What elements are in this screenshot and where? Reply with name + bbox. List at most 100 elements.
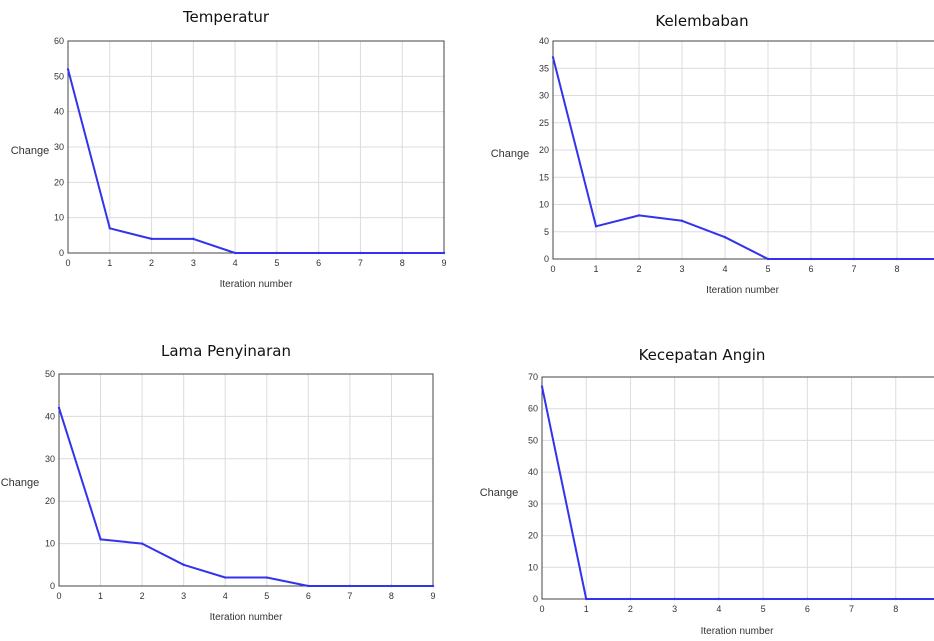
x-tick-label: 6 xyxy=(808,264,813,274)
x-tick-label: 5 xyxy=(765,264,770,274)
x-tick-label: 8 xyxy=(389,591,394,601)
y-tick-label: 40 xyxy=(539,36,549,46)
y-tick-label: 20 xyxy=(528,531,538,541)
y-tick-label: 0 xyxy=(59,248,64,258)
data-point xyxy=(629,597,632,601)
x-tick-label: 2 xyxy=(140,591,145,601)
x-tick-label: 1 xyxy=(593,264,598,274)
y-tick-label: 40 xyxy=(54,107,64,117)
data-point xyxy=(766,257,770,261)
x-tick-label: 3 xyxy=(679,264,684,274)
x-tick-label: 2 xyxy=(628,604,633,614)
x-tick-label: 8 xyxy=(894,264,899,274)
chart-plot: 0 10 20 30 40 50 0 1 2 3 4 5 6 7 8 9 Change Iteration num… xyxy=(1,369,436,623)
chart-temperatur: Temperatur 0 10 20 30 40 50 60 0 1 2 3 4 5 6 7 8 9 Change… xyxy=(0,0,452,310)
data-point xyxy=(673,597,676,601)
x-tick-label: 8 xyxy=(893,604,898,614)
chart-kecepatan-angin: Kecepatan Angin 0 10 20 30 40 50 60 70 0 1 2 3 4 5 6 7 8… xyxy=(470,330,934,641)
data-point xyxy=(852,257,856,261)
y-tick-label: 35 xyxy=(539,63,549,73)
data-point xyxy=(540,385,544,388)
y-axis-label: Change xyxy=(480,487,519,499)
data-point xyxy=(390,584,393,588)
x-tick-label: 1 xyxy=(107,258,112,268)
y-tick-label: 20 xyxy=(54,177,64,187)
data-point xyxy=(585,597,588,601)
data-point xyxy=(895,257,899,261)
data-point xyxy=(761,597,765,601)
x-tick-label: 0 xyxy=(56,591,61,601)
x-tick-label: 2 xyxy=(149,258,154,268)
y-tick-label: 30 xyxy=(54,142,64,152)
series-line xyxy=(67,69,444,254)
y-tick-label: 10 xyxy=(54,213,64,223)
chart-kelembaban: Kelembaban 05101520253035400123456789Cha… xyxy=(470,0,934,310)
x-axis-label: Iteration number xyxy=(220,279,293,290)
data-point xyxy=(850,597,853,601)
y-axis-label: Change xyxy=(1,477,40,489)
chart-lama-penyinaran: Lama Penyinaran 0 10 20 30 40 50 0 1 2 3 4 5 6 7 8 9 Cha… xyxy=(0,330,452,641)
x-axis-label: Iteration number xyxy=(701,626,774,637)
data-point xyxy=(680,219,684,223)
data-point xyxy=(233,251,237,255)
x-tick-label: 0 xyxy=(550,264,555,274)
x-tick-label: 1 xyxy=(98,591,103,601)
chart-title: Lama Penyinaran xyxy=(161,342,291,360)
x-tick-label: 5 xyxy=(761,604,766,614)
x-tick-label: 1 xyxy=(584,604,589,614)
series-line xyxy=(58,407,433,587)
y-axis-label: Change xyxy=(491,148,530,160)
chart-plot: 0102030405060700123456789ChangeIteration… xyxy=(480,372,934,637)
data-point xyxy=(431,584,435,588)
y-tick-label: 50 xyxy=(54,71,64,81)
x-tick-label: 0 xyxy=(65,258,70,268)
plot-frame xyxy=(541,376,934,600)
y-tick-label: 0 xyxy=(544,254,549,264)
chart-plot: 0 10 20 30 40 50 60 0 1 2 3 4 5 6 7 8 9 Change Iteration n… xyxy=(11,36,447,290)
data-point xyxy=(594,225,598,228)
data-point xyxy=(192,237,195,241)
x-tick-label: 9 xyxy=(430,591,435,601)
x-tick-label: 6 xyxy=(805,604,810,614)
y-tick-label: 60 xyxy=(54,36,64,46)
data-point xyxy=(551,56,555,59)
data-point xyxy=(348,584,352,588)
x-tick-label: 6 xyxy=(306,591,311,601)
data-point xyxy=(359,251,362,255)
data-point xyxy=(723,236,727,239)
x-tick-label: 7 xyxy=(849,604,854,614)
data-point xyxy=(317,251,320,255)
y-tick-label: 10 xyxy=(539,200,549,210)
x-tick-label: 0 xyxy=(539,604,544,614)
x-tick-label: 3 xyxy=(191,258,196,268)
data-point xyxy=(140,542,144,545)
y-tick-label: 30 xyxy=(45,454,55,464)
series-line xyxy=(541,386,934,600)
y-tick-label: 10 xyxy=(528,562,538,572)
data-point xyxy=(99,538,102,541)
x-tick-label: 4 xyxy=(233,258,238,268)
x-tick-label: 3 xyxy=(672,604,677,614)
x-tick-label: 8 xyxy=(400,258,405,268)
data-point xyxy=(275,251,279,255)
data-point xyxy=(108,227,111,230)
y-tick-label: 50 xyxy=(528,435,538,445)
x-axis-label: Iteration number xyxy=(210,612,283,623)
y-tick-label: 0 xyxy=(533,594,538,604)
data-point xyxy=(265,576,268,579)
x-tick-label: 5 xyxy=(264,591,269,601)
x-tick-label: 4 xyxy=(223,591,228,601)
data-point xyxy=(717,597,721,601)
data-point xyxy=(401,251,404,255)
data-point xyxy=(150,237,153,241)
y-tick-label: 30 xyxy=(539,91,549,101)
chart-title: Kecepatan Angin xyxy=(638,346,766,364)
x-tick-label: 3 xyxy=(181,591,186,601)
chart-title: Kelembaban xyxy=(655,12,749,30)
y-tick-label: 30 xyxy=(528,499,538,509)
data-point xyxy=(806,597,809,601)
series-line xyxy=(552,57,934,260)
y-tick-label: 10 xyxy=(45,539,55,549)
data-point xyxy=(442,251,446,255)
y-tick-label: 15 xyxy=(539,172,549,182)
